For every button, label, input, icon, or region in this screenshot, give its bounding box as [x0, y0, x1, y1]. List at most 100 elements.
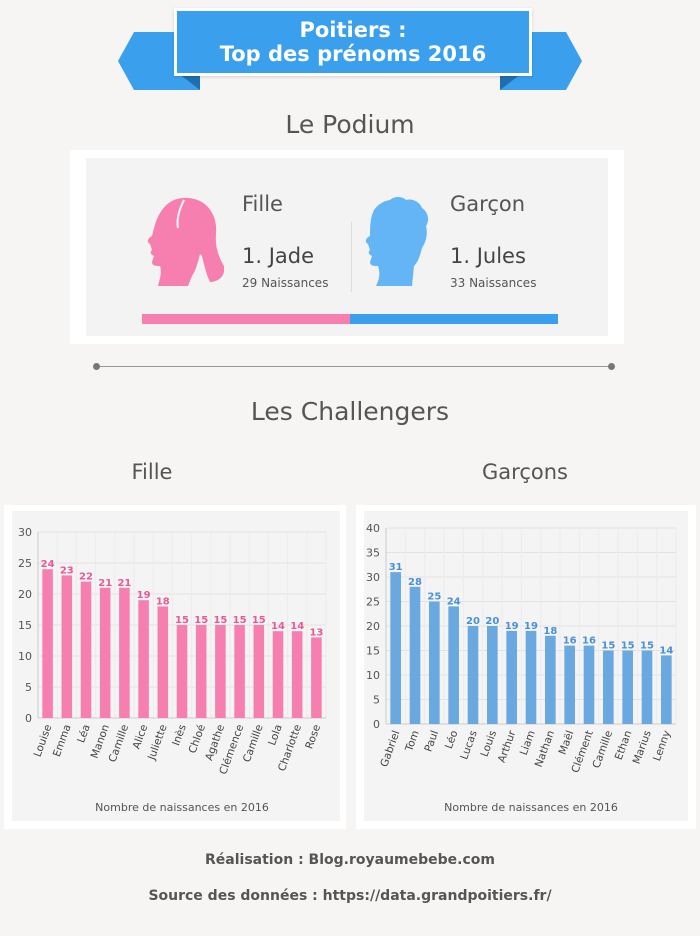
girls-bar-chart: 05101520253024Louise23Emma22Léa21Manon21… [12, 511, 340, 821]
data-label: 15 [252, 615, 266, 626]
data-label: 24 [447, 596, 461, 607]
title-box: Poitiers : Top des prénoms 2016 [174, 8, 532, 76]
data-label: 28 [408, 577, 422, 588]
data-label: 16 [582, 636, 596, 647]
data-label: 19 [505, 621, 519, 632]
bar [390, 572, 401, 724]
bar [525, 630, 537, 724]
x-tick-label: Léo [443, 729, 461, 751]
x-axis-label: Nombre de naissances en 2016 [444, 801, 618, 814]
podium-card: Fille 1. Jade 29 Naissances Garçon 1. Ju… [70, 150, 624, 344]
title-line-1: Poitiers : [299, 18, 407, 42]
y-tick-label: 30 [18, 526, 32, 539]
data-label: 19 [524, 621, 538, 632]
bar [119, 587, 130, 718]
y-tick-label: 30 [366, 571, 380, 584]
data-label: 25 [427, 592, 441, 603]
bar [603, 650, 614, 724]
data-label: 31 [389, 562, 403, 573]
podium-heading: Le Podium [285, 110, 415, 139]
bar [311, 637, 322, 718]
bar [99, 587, 111, 718]
y-tick-label: 35 [366, 547, 380, 560]
data-label: 15 [233, 615, 247, 626]
data-label: 14 [290, 621, 304, 632]
data-label: 15 [640, 641, 654, 652]
bar [253, 625, 265, 718]
divider-dot-right [608, 363, 615, 370]
girls-chart-heading: Fille [131, 460, 173, 484]
y-tick-label: 20 [366, 620, 380, 633]
y-tick-label: 0 [25, 712, 32, 725]
boys-chart-card: 0 5 10 15 20 25 30 35 40 31 Gabriel 28 Tom 25 Paul 24 Lé… [356, 505, 696, 829]
data-label: 19 [137, 590, 151, 601]
x-tick-label: Léa [75, 723, 93, 745]
y-tick-label: 10 [18, 650, 32, 663]
bar [564, 645, 575, 724]
title-ribbon: Poitiers : Top des prénoms 2016 [0, 0, 700, 100]
y-tick-label: 25 [18, 557, 32, 570]
data-label: 23 [60, 565, 74, 576]
boys-bar-chart: 051015202530354031Gabriel28Tom25Paul24Lé… [364, 511, 688, 821]
data-label: 14 [659, 645, 673, 656]
data-label: 20 [485, 616, 499, 627]
boy-color-bar [350, 314, 558, 324]
boy-top-count: 33 Naissances [450, 276, 537, 290]
y-tick-label: 10 [366, 669, 380, 682]
bar [583, 645, 595, 724]
y-tick-label: 5 [373, 694, 380, 707]
bar [176, 625, 188, 718]
data-label: 24 [41, 559, 55, 570]
girls-chart-card: 0 5 10 15 20 25 30 24 Louise 23 Emma 22 Léa 21 Manon 21… [4, 505, 346, 829]
data-label: 15 [601, 641, 615, 652]
data-label: 15 [175, 615, 189, 626]
boys-chart-heading: Garçons [482, 460, 568, 484]
bar [641, 650, 653, 724]
girl-color-bar [142, 314, 350, 324]
data-label: 21 [117, 578, 131, 589]
y-tick-label: 25 [366, 596, 380, 609]
data-label: 15 [194, 615, 208, 626]
y-tick-label: 15 [18, 619, 32, 632]
data-label: 22 [79, 572, 93, 583]
data-label: 16 [563, 636, 577, 647]
bar [448, 606, 459, 724]
data-label: 18 [156, 596, 170, 607]
bar [545, 635, 556, 724]
bar [622, 650, 633, 724]
bar [215, 625, 226, 718]
bar [195, 625, 207, 718]
source-text: Source des données : https://data.grandp… [148, 888, 552, 904]
bar [234, 625, 245, 718]
podium-divider [351, 222, 352, 292]
bar [138, 600, 149, 718]
divider-dot-left [93, 363, 100, 370]
boy-top-name: 1. Jules [450, 244, 526, 268]
y-tick-label: 0 [373, 718, 380, 731]
girl-label: Fille [242, 192, 283, 216]
bar [467, 626, 479, 724]
bar [661, 655, 672, 724]
section-divider [96, 366, 612, 367]
y-tick-label: 40 [366, 522, 380, 535]
y-tick-label: 5 [25, 681, 32, 694]
data-label: 15 [621, 641, 635, 652]
x-axis-label: Nombre de naissances en 2016 [95, 801, 269, 814]
challengers-heading: Les Challengers [250, 397, 450, 426]
credit-text: Réalisation : Blog.royaumebebe.com [205, 852, 495, 868]
bar [272, 631, 284, 718]
bar [80, 581, 92, 718]
bar [291, 631, 303, 718]
y-tick-label: 20 [18, 588, 32, 601]
data-label: 21 [98, 578, 112, 589]
title-line-2: Top des prénoms 2016 [219, 42, 487, 66]
bar [506, 630, 517, 724]
boy-label: Garçon [450, 192, 526, 216]
data-label: 15 [213, 615, 227, 626]
chart-background [12, 511, 340, 821]
data-label: 13 [309, 627, 323, 638]
bar [61, 575, 73, 718]
data-label: 18 [543, 626, 557, 637]
girl-head-icon [147, 197, 224, 286]
podium-inner: Fille 1. Jade 29 Naissances Garçon 1. Ju… [86, 158, 608, 336]
